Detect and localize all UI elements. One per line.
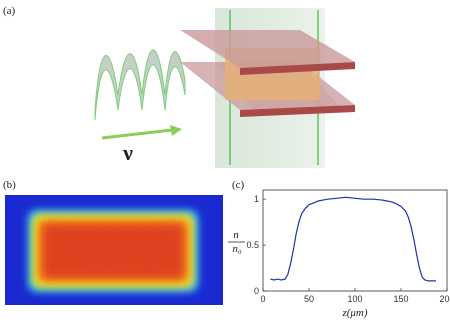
- illustration: [94, 8, 355, 168]
- y-tick-label: 1: [254, 194, 259, 204]
- panel-label: (a): [3, 5, 16, 17]
- x-tick-label: 0: [260, 294, 265, 304]
- data-line: [270, 196, 436, 282]
- heatmap-image: [5, 195, 223, 305]
- x-tick-label: 150: [393, 294, 408, 304]
- y-label-numerator: n: [233, 229, 239, 241]
- axes-box: [262, 189, 448, 292]
- y-tick-label: 0: [254, 286, 259, 296]
- panel-label: (c): [232, 179, 245, 191]
- x-label: z(μm): [341, 307, 367, 319]
- x-tick-label: 100: [347, 294, 362, 304]
- panel-label: (b): [3, 179, 16, 191]
- frequency-symbol: ν: [122, 140, 133, 165]
- x-tick-label: 50: [304, 294, 314, 304]
- x-tick-label: 200: [439, 294, 450, 304]
- y-label-denominator: n₀: [232, 243, 242, 255]
- y-tick-label: 0.5: [246, 240, 259, 250]
